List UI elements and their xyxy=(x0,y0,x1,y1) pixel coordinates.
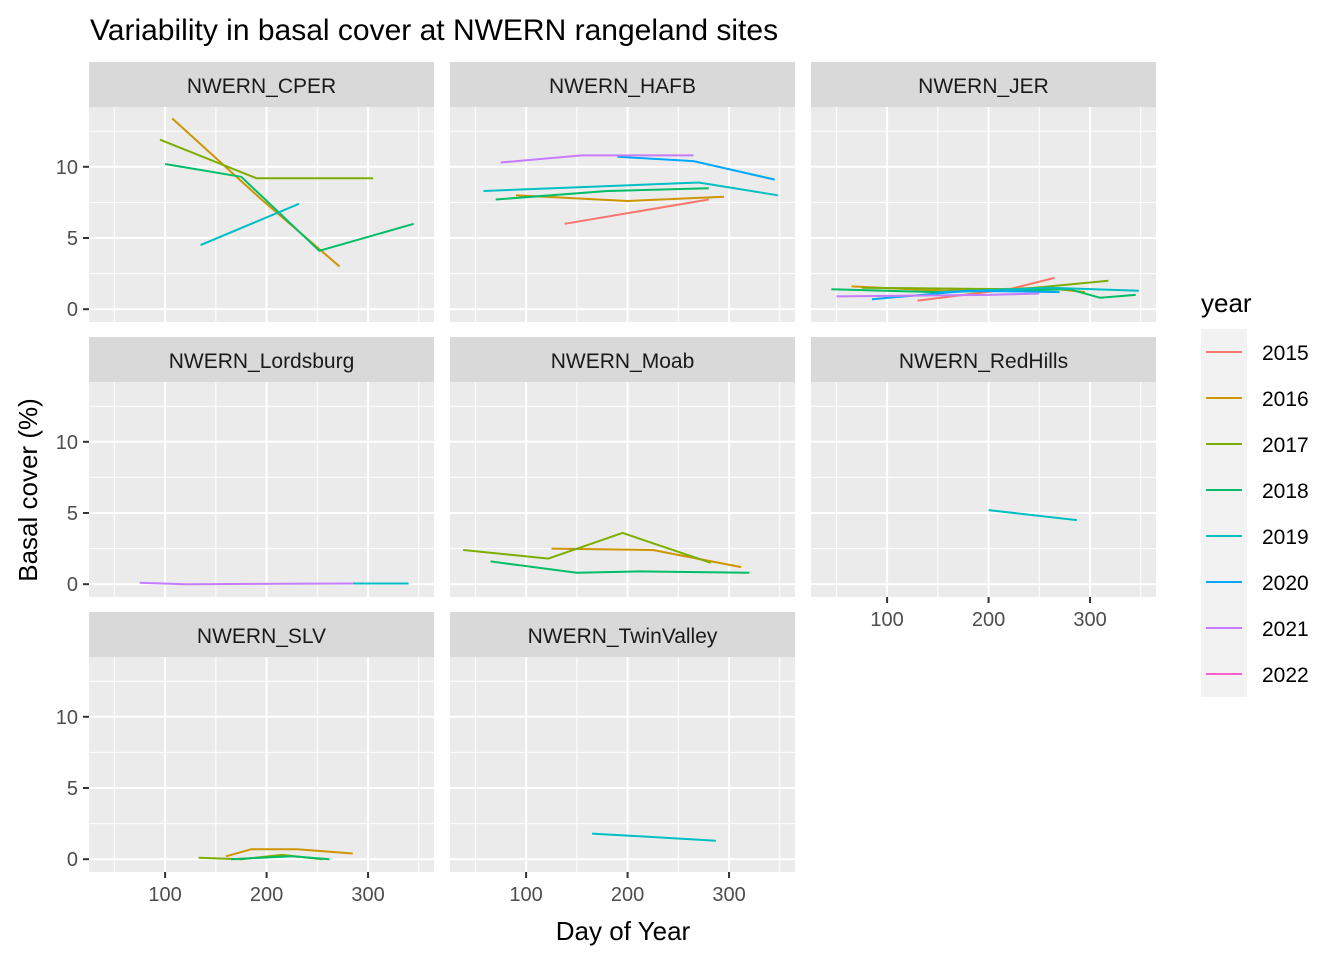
series-line-2016 xyxy=(551,547,742,569)
facet-strip-label: NWERN_TwinValley xyxy=(528,625,718,648)
series-group xyxy=(831,276,1139,302)
facet-strip-label: NWERN_Lordsburg xyxy=(169,350,355,373)
series-line-2016 xyxy=(225,848,353,858)
legend-label-2015: 2015 xyxy=(1262,342,1309,365)
facet-strip-label: NWERN_CPER xyxy=(187,75,336,98)
facet-strip-label: NWERN_SLV xyxy=(197,625,326,648)
series-line-2020 xyxy=(617,155,775,181)
legend: year 2015 2016 2017 2018 2019 2020 2021 2022 xyxy=(1201,288,1309,697)
facet-strip xyxy=(89,612,434,657)
facet-strip xyxy=(450,62,795,107)
legend-key-background xyxy=(1201,329,1247,697)
x-tick-label: 100 xyxy=(509,884,542,906)
legend-label-2016: 2016 xyxy=(1262,388,1309,411)
facet-strip-label: NWERN_RedHills xyxy=(899,350,1068,373)
y-tick-label: 0 xyxy=(67,849,78,871)
y-tick-label: 5 xyxy=(67,503,78,525)
panel-background xyxy=(89,107,434,322)
x-tick-label: 200 xyxy=(611,884,644,906)
panel-background xyxy=(89,657,434,872)
x-tick-label: 200 xyxy=(972,609,1005,631)
series-group xyxy=(139,581,409,586)
series-line-2019 xyxy=(988,509,1078,522)
series-group xyxy=(483,154,778,225)
legend-label-2020: 2020 xyxy=(1262,572,1309,595)
facet-panel: NWERN_HAFB xyxy=(450,62,795,322)
series-line-2018 xyxy=(164,163,414,252)
series-group xyxy=(198,848,353,861)
series-group xyxy=(463,531,750,574)
series-group xyxy=(592,832,716,842)
x-tick-label: 300 xyxy=(712,884,745,906)
series-line-2017 xyxy=(159,138,374,180)
panel-background xyxy=(811,107,1156,322)
y-tick-label: 5 xyxy=(67,778,78,800)
facet-panel: NWERN_SLV 0 5 10 100 200 300 xyxy=(56,612,434,906)
series-group xyxy=(159,117,414,268)
facet-panel: NWERN_CPER 0 5 10 xyxy=(56,62,434,322)
facet-strip xyxy=(450,612,795,657)
panel-background xyxy=(811,382,1156,597)
facet-strip xyxy=(89,62,434,107)
legend-label-2018: 2018 xyxy=(1262,480,1309,503)
x-tick-label: 200 xyxy=(250,884,283,906)
legend-label-2017: 2017 xyxy=(1262,434,1309,457)
y-tick-label: 10 xyxy=(56,432,78,454)
facet-panel: NWERN_Lordsburg 0 5 10 xyxy=(56,337,434,597)
y-tick-label: 0 xyxy=(67,299,78,321)
y-axis-label: Basal cover (%) xyxy=(13,398,43,582)
series-line-2015 xyxy=(564,198,709,225)
x-tick-label: 100 xyxy=(148,884,181,906)
facet-panels: NWERN_CPER 0 5 10 NWERN_HAFB NWERN_JER NWERN_L… xyxy=(56,62,1156,906)
panel-background xyxy=(89,382,434,597)
facet-strip xyxy=(811,337,1156,382)
series-line-2018 xyxy=(490,560,750,574)
legend-label-2021: 2021 xyxy=(1262,618,1309,641)
facet-panel: NWERN_Moab xyxy=(450,337,795,597)
legend-label-2019: 2019 xyxy=(1262,526,1309,549)
series-line-2021 xyxy=(836,292,1040,298)
chart-title: Variability in basal cover at NWERN rang… xyxy=(90,14,778,47)
series-line-2021 xyxy=(500,154,694,164)
legend-title: year xyxy=(1201,288,1252,318)
facet-strip xyxy=(89,337,434,382)
facet-strip-label: NWERN_Moab xyxy=(551,350,695,373)
y-tick-label: 10 xyxy=(56,707,78,729)
series-line-2019 xyxy=(200,202,300,247)
series-line-2019 xyxy=(483,181,778,197)
x-tick-label: 300 xyxy=(1073,609,1106,631)
facet-panel: NWERN_TwinValley 100 200 300 xyxy=(450,612,795,906)
series-line-2019 xyxy=(592,832,716,842)
x-tick-label: 300 xyxy=(351,884,384,906)
facet-panel: NWERN_RedHills 100 200 300 xyxy=(811,337,1156,631)
y-tick-label: 0 xyxy=(67,574,78,596)
facet-strip xyxy=(450,337,795,382)
series-line-2021 xyxy=(139,581,353,586)
panel-background xyxy=(450,382,795,597)
series-line-2018 xyxy=(231,855,330,861)
series-line-2016 xyxy=(515,194,725,202)
panel-background xyxy=(450,657,795,872)
x-axis-label: Day of Year xyxy=(556,916,691,946)
y-tick-label: 10 xyxy=(56,157,78,179)
facet-panel: NWERN_JER xyxy=(811,62,1156,322)
series-group xyxy=(988,509,1078,522)
facet-strip xyxy=(811,62,1156,107)
x-tick-label: 100 xyxy=(870,609,903,631)
facet-strip-label: NWERN_JER xyxy=(918,75,1049,98)
y-tick-label: 5 xyxy=(67,228,78,250)
series-line-2017 xyxy=(463,531,712,564)
series-line-2018 xyxy=(495,187,709,201)
facet-strip-label: NWERN_HAFB xyxy=(549,75,696,98)
legend-label-2022: 2022 xyxy=(1262,664,1309,687)
